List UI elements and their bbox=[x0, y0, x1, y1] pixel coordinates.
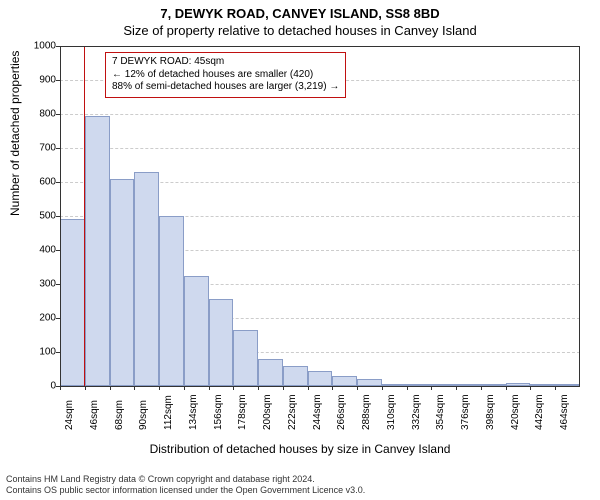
y-tick-label: 800 bbox=[30, 109, 56, 120]
x-tick-label: 376sqm bbox=[460, 394, 471, 430]
x-tick-mark bbox=[456, 386, 457, 390]
y-tick-label: 100 bbox=[30, 347, 56, 358]
x-tick-label: 354sqm bbox=[435, 394, 446, 430]
y-tick-label: 500 bbox=[30, 211, 56, 222]
x-tick-label: 24sqm bbox=[64, 400, 75, 430]
x-tick-label: 112sqm bbox=[163, 395, 174, 430]
annotation-line2: ← 12% of detached houses are smaller (42… bbox=[112, 69, 339, 82]
x-tick-label: 46sqm bbox=[89, 400, 100, 430]
x-tick-label: 288sqm bbox=[361, 394, 372, 430]
x-tick-label: 310sqm bbox=[386, 394, 397, 430]
x-tick-label: 266sqm bbox=[336, 394, 347, 430]
x-tick-label: 244sqm bbox=[312, 394, 323, 430]
histogram-bar bbox=[233, 330, 258, 386]
histogram-bar bbox=[308, 371, 333, 386]
footer-attribution: Contains HM Land Registry data © Crown c… bbox=[6, 474, 365, 496]
x-tick-label: 178sqm bbox=[237, 394, 248, 430]
x-tick-label: 442sqm bbox=[534, 394, 545, 430]
x-tick-label: 464sqm bbox=[559, 394, 570, 430]
annotation-box: 7 DEWYK ROAD: 45sqm← 12% of detached hou… bbox=[105, 52, 346, 98]
y-tick-mark bbox=[56, 182, 60, 183]
y-tick-label: 0 bbox=[30, 381, 56, 392]
y-tick-mark bbox=[56, 148, 60, 149]
x-tick-label: 222sqm bbox=[287, 394, 298, 430]
x-tick-mark bbox=[209, 386, 210, 390]
y-tick-mark bbox=[56, 318, 60, 319]
x-tick-mark bbox=[506, 386, 507, 390]
annotation-line3: 88% of semi-detached houses are larger (… bbox=[112, 81, 339, 94]
x-tick-label: 200sqm bbox=[262, 394, 273, 430]
footer-line1: Contains HM Land Registry data © Crown c… bbox=[6, 474, 365, 485]
y-tick-mark bbox=[56, 114, 60, 115]
histogram-bar bbox=[184, 276, 209, 387]
histogram-bar bbox=[357, 379, 382, 386]
footer-line2: Contains OS public sector information li… bbox=[6, 485, 365, 496]
x-tick-mark bbox=[233, 386, 234, 390]
axis-bottom bbox=[60, 386, 580, 387]
grid-line bbox=[60, 148, 580, 149]
x-tick-label: 90sqm bbox=[138, 400, 149, 430]
histogram-bar bbox=[283, 366, 308, 386]
y-tick-mark bbox=[56, 80, 60, 81]
y-tick-label: 300 bbox=[30, 279, 56, 290]
y-tick-label: 1000 bbox=[30, 41, 56, 52]
x-axis-label: Distribution of detached houses by size … bbox=[0, 442, 600, 456]
x-tick-label: 68sqm bbox=[114, 400, 125, 430]
x-tick-mark bbox=[134, 386, 135, 390]
y-tick-mark bbox=[56, 46, 60, 47]
axis-top bbox=[60, 46, 580, 47]
x-tick-mark bbox=[308, 386, 309, 390]
x-tick-label: 398sqm bbox=[485, 394, 496, 430]
y-tick-label: 700 bbox=[30, 143, 56, 154]
y-axis-label: Number of detached properties bbox=[8, 51, 22, 216]
x-tick-mark bbox=[110, 386, 111, 390]
x-tick-mark bbox=[60, 386, 61, 390]
y-tick-mark bbox=[56, 250, 60, 251]
histogram-bar bbox=[332, 376, 357, 386]
x-tick-mark bbox=[258, 386, 259, 390]
property-marker-line bbox=[84, 46, 85, 386]
page-title-line2: Size of property relative to detached ho… bbox=[0, 21, 600, 38]
x-tick-mark bbox=[357, 386, 358, 390]
annotation-line1: 7 DEWYK ROAD: 45sqm bbox=[112, 56, 339, 69]
x-tick-mark bbox=[159, 386, 160, 390]
x-tick-mark bbox=[332, 386, 333, 390]
y-tick-label: 600 bbox=[30, 177, 56, 188]
histogram-bar bbox=[159, 216, 184, 386]
y-tick-label: 400 bbox=[30, 245, 56, 256]
page-title-line1: 7, DEWYK ROAD, CANVEY ISLAND, SS8 8BD bbox=[0, 0, 600, 21]
axis-left bbox=[60, 46, 61, 386]
histogram-bar bbox=[85, 116, 110, 386]
x-tick-label: 420sqm bbox=[510, 394, 521, 430]
x-tick-mark bbox=[382, 386, 383, 390]
y-tick-label: 900 bbox=[30, 75, 56, 86]
x-tick-label: 156sqm bbox=[213, 394, 224, 430]
x-tick-label: 332sqm bbox=[411, 394, 422, 430]
x-tick-mark bbox=[431, 386, 432, 390]
x-tick-mark bbox=[555, 386, 556, 390]
histogram-bar bbox=[258, 359, 283, 386]
histogram-bar bbox=[134, 172, 159, 386]
chart-plot-area: 7 DEWYK ROAD: 45sqm← 12% of detached hou… bbox=[60, 46, 580, 386]
y-tick-mark bbox=[56, 216, 60, 217]
histogram-bar bbox=[110, 179, 135, 386]
grid-line bbox=[60, 114, 580, 115]
x-tick-mark bbox=[283, 386, 284, 390]
x-tick-mark bbox=[481, 386, 482, 390]
histogram-bar bbox=[60, 219, 85, 386]
y-tick-mark bbox=[56, 352, 60, 353]
x-tick-mark bbox=[530, 386, 531, 390]
histogram-bar bbox=[209, 299, 234, 386]
x-tick-mark bbox=[85, 386, 86, 390]
x-tick-mark bbox=[184, 386, 185, 390]
x-tick-mark bbox=[407, 386, 408, 390]
y-tick-mark bbox=[56, 284, 60, 285]
y-tick-label: 200 bbox=[30, 313, 56, 324]
x-tick-label: 134sqm bbox=[188, 394, 199, 430]
axis-right bbox=[579, 46, 580, 386]
